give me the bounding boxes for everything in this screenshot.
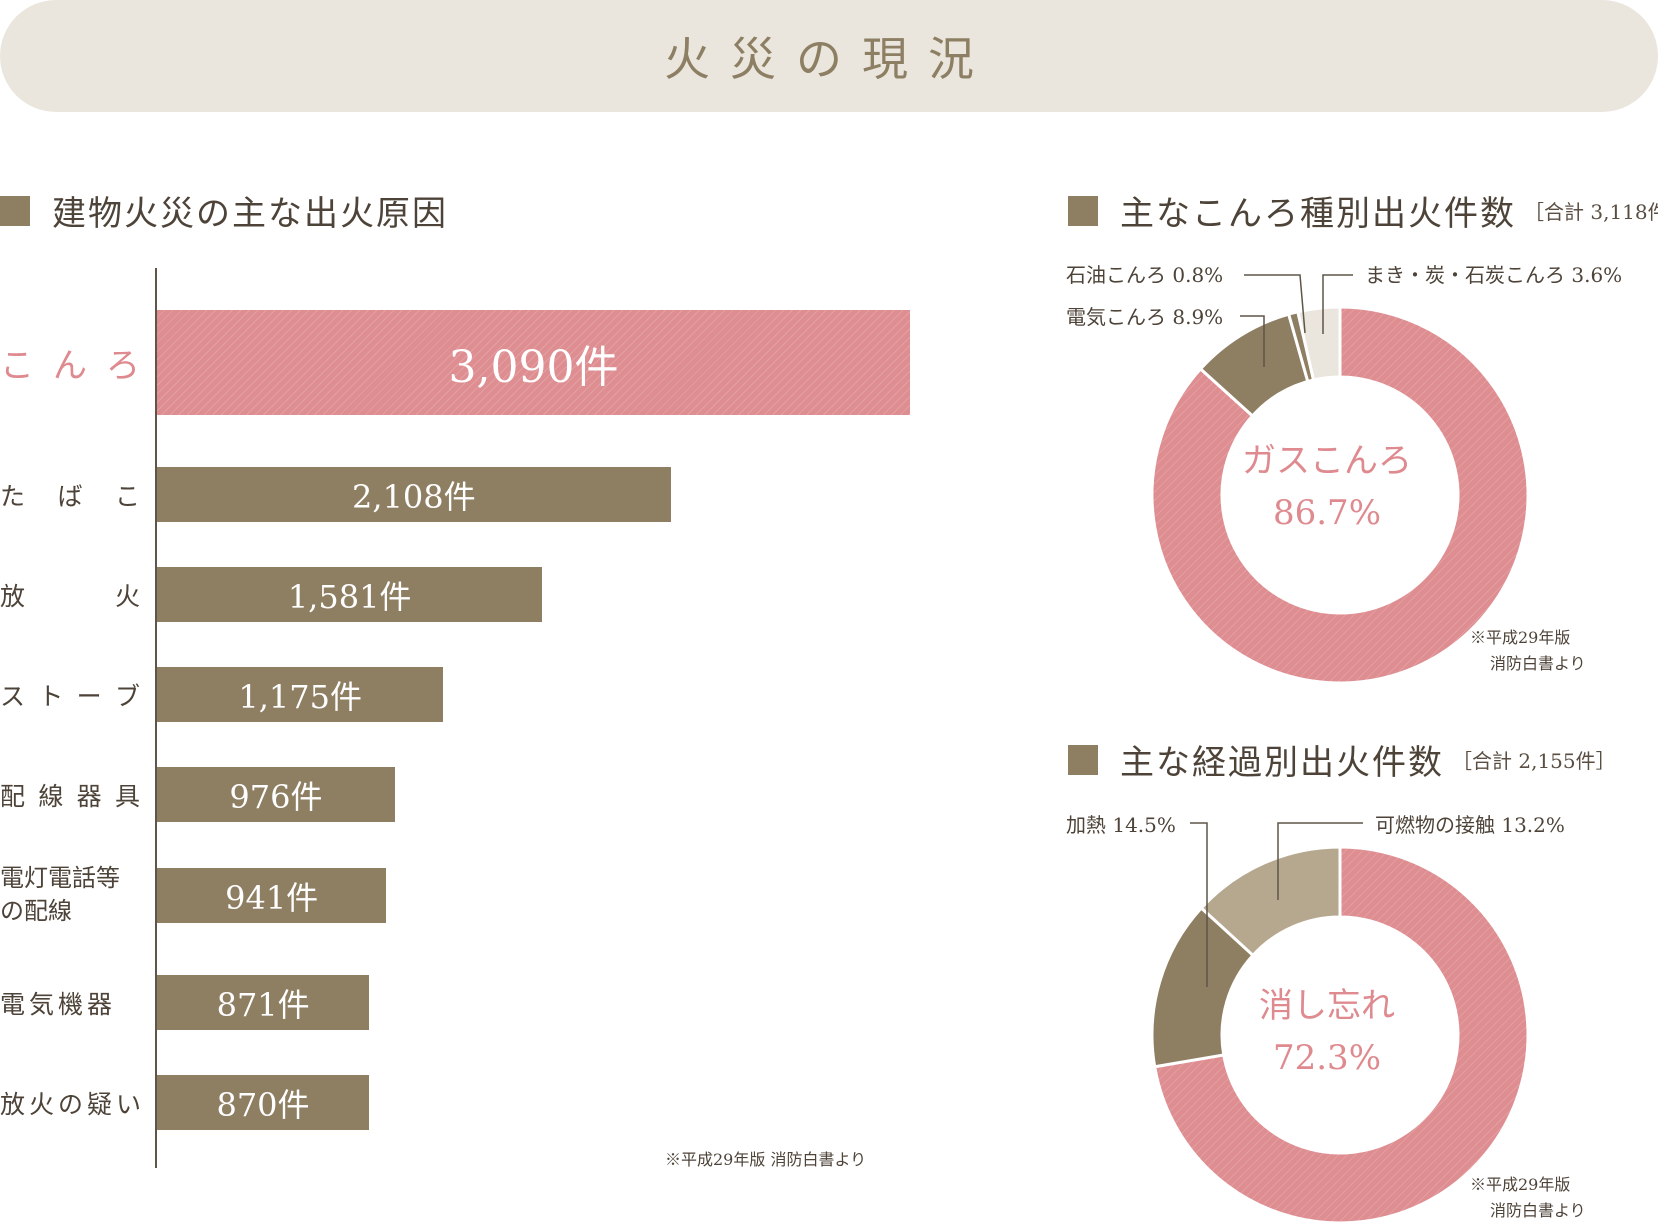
category-label: こんろ [0,346,140,386]
leader-line-3 [1322,274,1353,334]
bar-value-label: 976件 [229,777,323,816]
stove-type-heading: 主なこんろ種別出火件数 ［合計 3,118件］ [1068,186,1658,235]
bar-1: 3,090件 [157,310,910,415]
bar-value-label: 871件 [216,985,310,1024]
bar-value-label: 3,090件 [448,341,619,393]
bar-3: 1,581件 [157,567,543,622]
center-category-name: 消し忘れ [1259,986,1395,1026]
bar-4: 1,175件 [157,667,444,722]
process-center-label: 消し忘れ 72.3% [1227,980,1427,1084]
process-source-note: ※平成29年版 消防白書より [1470,1172,1586,1224]
process-heading: 主な経過別出火件数 ［合計 2,155件］ [1068,735,1616,784]
bar-value-label: 2,108件 [352,477,476,516]
process-title: 主な経過別出火件数 [1120,743,1444,783]
stove-type-donut-chart: 石油こんろ 0.8% 電気こんろ 8.9% まき・炭・石炭こんろ 3.6% ガス… [1060,255,1658,695]
stove-type-total: ［合計 3,118件］ [1524,200,1658,224]
callout-heating: 加熱 14.5% [1066,813,1176,837]
header-banner: 火災の現況 [0,0,1658,112]
bar-chart-source-note: ※平成29年版 消防白書より [665,1150,867,1169]
heading-square-icon [0,195,30,226]
center-category-name: ガスこんろ [1242,441,1412,481]
category-label: 電灯電話等の配線 [0,864,120,925]
process-total: ［合計 2,155件］ [1452,749,1616,773]
bar-6: 941件 [157,868,387,923]
callout-wood-charcoal-stove: まき・炭・石炭こんろ 3.6% [1365,263,1623,287]
bar-2: 2,108件 [157,467,671,522]
bar-value-label: 870件 [216,1085,310,1124]
callout-electric-stove: 電気こんろ 8.9% [1066,305,1224,329]
note-line-1: ※平成29年版 [1470,1175,1571,1194]
stove-type-center-label: ガスこんろ 86.7% [1227,435,1427,539]
heading-square-icon [1068,195,1098,226]
heading-square-icon [1068,744,1098,775]
callout-oil-stove: 石油こんろ 0.8% [1066,263,1224,287]
category-label: 放火 [0,581,140,611]
process-donut-svg [1150,822,1530,1225]
note-line-2: 消防白書より [1490,654,1586,673]
page-title: 火災の現況 [664,32,994,86]
bar-value-label: 1,175件 [238,677,362,716]
donut-slice-1 [1150,305,1530,685]
donut-slice-1 [1152,845,1530,1225]
category-axis-line [155,268,157,1168]
center-category-value: 72.3% [1272,1038,1381,1078]
note-line-1: ※平成29年版 [1470,628,1571,647]
stove-type-donut-svg [1150,274,1530,685]
leader-line-1 [1190,822,1208,987]
donut-slice-4 [1296,305,1342,382]
callout-combustible-contact: 可燃物の接触 13.2% [1375,813,1565,837]
bar-7: 871件 [157,975,370,1030]
fire-causes-bar-chart: こんろ 3,090件たばこ 2,108件放火 1,581件ストーブ 1,175件配線器具… [0,265,960,1177]
leader-line-1 [1244,274,1306,334]
stove-type-source-note: ※平成29年版 消防白書より [1470,625,1586,677]
category-label: たばこ [0,481,140,511]
category-label: ストーブ [0,681,140,711]
leader-line-2 [1240,315,1265,367]
donut-slice-3 [1199,845,1342,958]
stove-type-title: 主なこんろ種別出火件数 [1120,194,1516,234]
bar-chart-heading: 建物火災の主な出火原因 [0,186,448,235]
leader-line-2 [1277,822,1363,900]
bar-8: 870件 [157,1075,369,1130]
category-label: 電気機器 [0,989,117,1019]
bar-5: 976件 [157,767,395,822]
process-donut-chart: 加熱 14.5% 可燃物の接触 13.2% 消し忘れ 72.3% ※平成29年版… [1060,805,1658,1226]
category-label: 放火の疑い [0,1089,146,1119]
note-line-2: 消防白書より [1490,1201,1586,1220]
category-label: 配線器具 [0,781,140,811]
center-category-value: 86.7% [1272,493,1381,533]
bar-chart-title: 建物火災の主な出火原因 [52,194,448,234]
bar-value-label: 941件 [225,878,319,917]
bar-value-label: 1,581件 [287,577,412,616]
